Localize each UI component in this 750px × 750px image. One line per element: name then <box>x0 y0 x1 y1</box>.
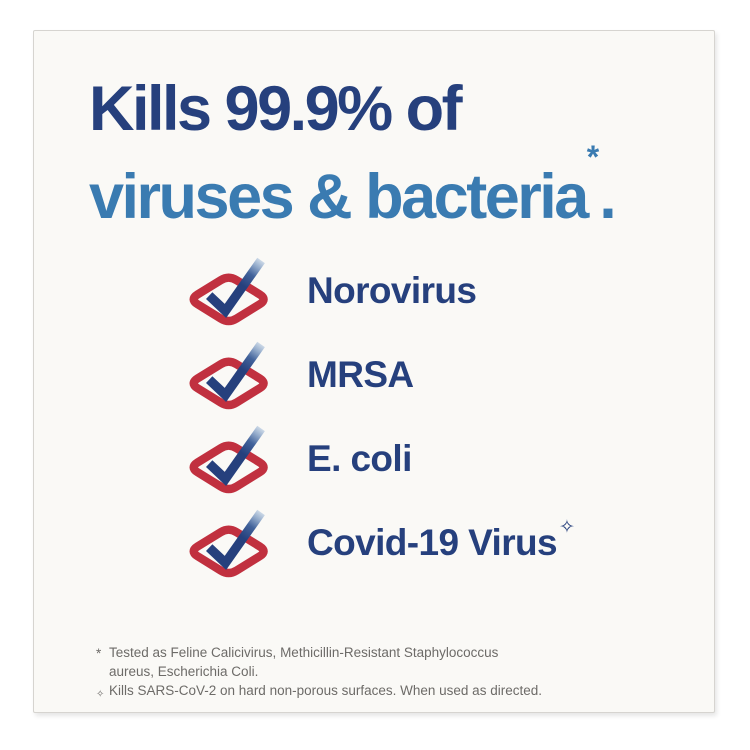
footnote-sparkle-marker: ✧ <box>96 689 105 700</box>
footnote-text: Tested as Feline Calicivirus, Methicilli… <box>109 643 498 681</box>
check-diamond-icon <box>189 509 268 578</box>
sparkle-superscript: ✧ <box>559 516 575 538</box>
footnote-line: Kills SARS-CoV-2 on hard non-porous surf… <box>109 683 542 698</box>
claim-row: MRSA <box>184 337 575 413</box>
headline-line2: viruses & bacteria <box>89 162 589 232</box>
claim-card: Kills 99.9% of viruses & bacteria*. Noro… <box>33 30 715 713</box>
footnote-line: Tested as Feline Calicivirus, Methicilli… <box>109 645 499 660</box>
claim-label: E. coli <box>307 438 412 479</box>
headline-line1: Kills 99.9% of <box>89 74 463 144</box>
headline: Kills 99.9% of viruses & bacteria*. <box>89 71 617 235</box>
check-diamond-icon <box>189 257 268 326</box>
footnote-tested-as: * Tested as Feline Calicivirus, Methicil… <box>96 643 542 681</box>
claim-label: Covid-19 Virus <box>307 522 558 563</box>
footnotes: * Tested as Feline Calicivirus, Methicil… <box>96 643 542 704</box>
footnote-asterisk-marker: * <box>96 646 102 661</box>
footnote-text: Kills SARS-CoV-2 on hard non-porous surf… <box>109 681 542 700</box>
footnote-line: aureus, Escherichia Coli. <box>109 664 259 679</box>
footnote-sars-cov-2: ✧ Kills SARS-CoV-2 on hard non-porous su… <box>96 681 542 704</box>
claim-row: E. coli <box>184 421 575 497</box>
check-diamond-icon <box>189 341 268 410</box>
claim-label: MRSA <box>307 354 414 395</box>
check-diamond-icon <box>189 425 268 494</box>
headline-period: . <box>599 162 617 232</box>
claim-row: Covid-19 Virus ✧ <box>184 505 575 581</box>
headline-asterisk: * <box>586 139 600 175</box>
claim-label: Norovirus <box>307 270 477 311</box>
claim-row: Norovirus <box>184 253 575 329</box>
claims-list: Norovirus MRSA E. coli <box>184 253 575 589</box>
